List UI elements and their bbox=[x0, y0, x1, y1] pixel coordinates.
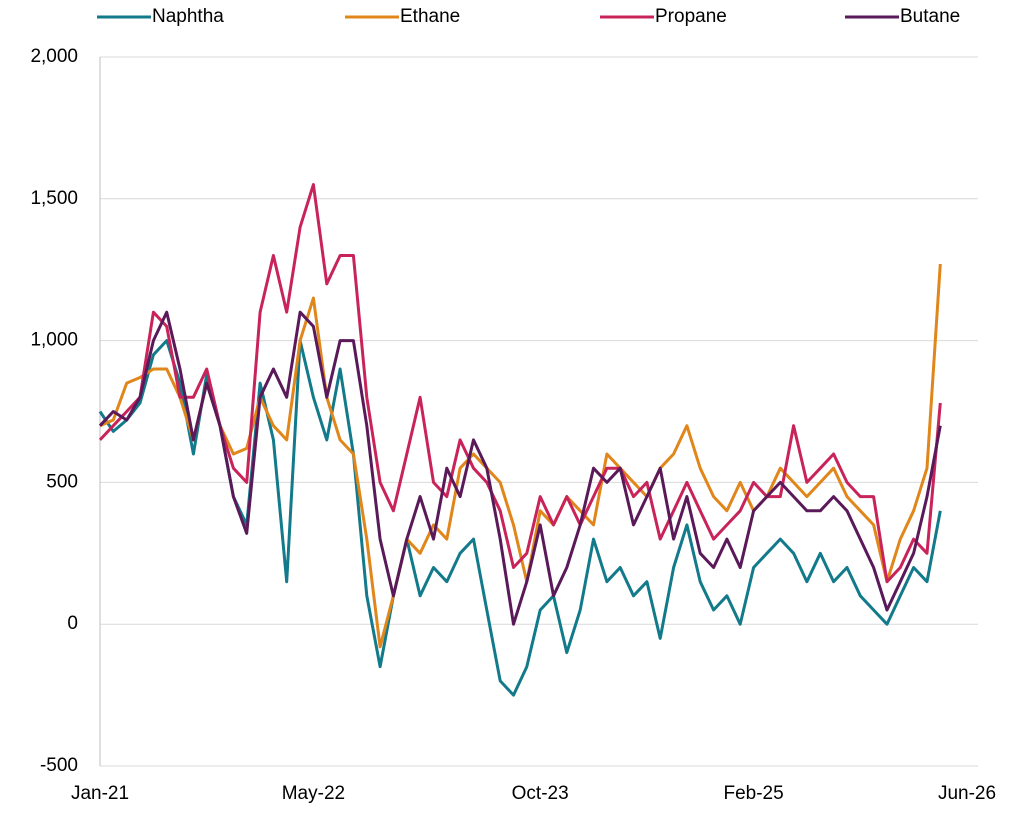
y-tick-label: -500 bbox=[40, 755, 78, 776]
y-tick-label: 0 bbox=[67, 613, 78, 634]
series-line bbox=[98, 183, 942, 584]
legend-label: Propane bbox=[655, 6, 727, 27]
x-tick-label: Feb-25 bbox=[723, 783, 783, 804]
y-tick-label: 2,000 bbox=[30, 46, 78, 67]
y-tick-label: 1,500 bbox=[30, 188, 78, 209]
x-tick-label: May-22 bbox=[282, 783, 345, 804]
legend-label: Naphtha bbox=[152, 6, 224, 27]
series-line bbox=[98, 310, 942, 626]
legend-label: Butane bbox=[900, 6, 960, 27]
y-tick-label: 500 bbox=[46, 471, 78, 492]
x-tick-label: Jan-21 bbox=[71, 783, 129, 804]
series-line bbox=[99, 263, 942, 649]
y-tick-label: 1,000 bbox=[30, 330, 78, 351]
series-line bbox=[98, 339, 942, 697]
x-tick-label: Oct-23 bbox=[512, 783, 569, 804]
legend-label: Ethane bbox=[400, 6, 460, 27]
x-tick-label: Jun-26 bbox=[938, 783, 996, 804]
